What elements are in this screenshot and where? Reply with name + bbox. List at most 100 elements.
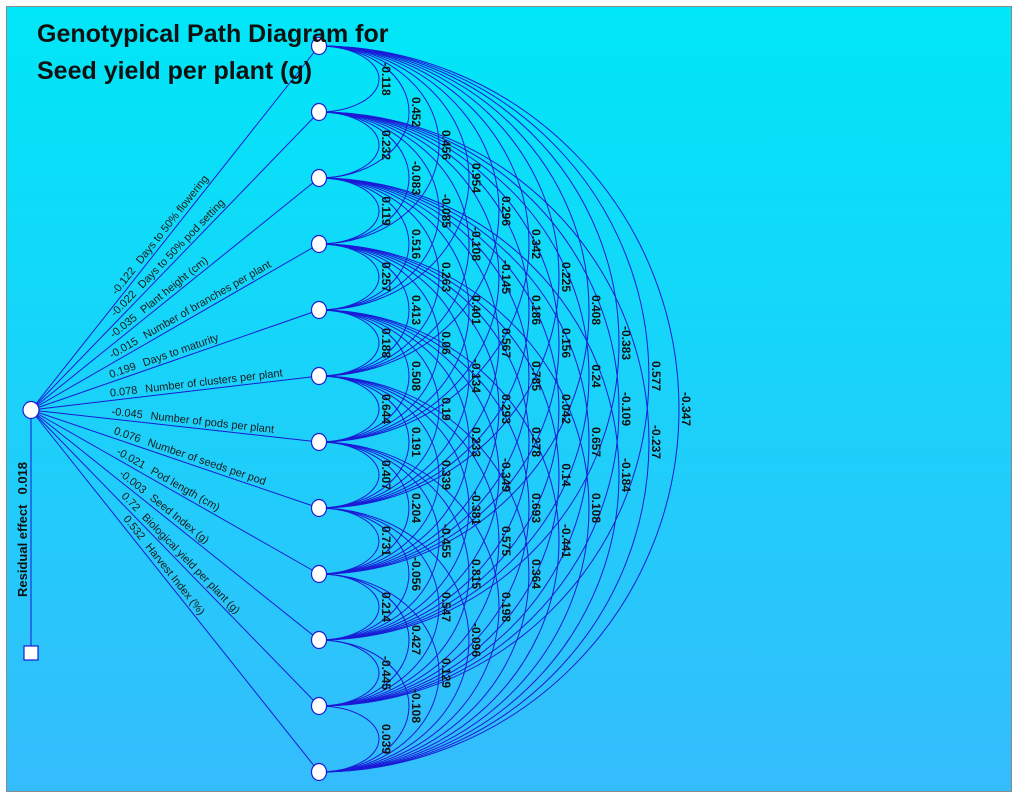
correlation-value: 0.364 <box>529 559 543 589</box>
correlation-value: -0.184 <box>619 458 633 492</box>
correlation-arc <box>318 177 530 575</box>
correlation-arc <box>318 45 530 443</box>
correlation-value: -0.441 <box>559 524 573 558</box>
correlation-arc <box>318 243 470 509</box>
correlation-arc <box>318 45 440 245</box>
direct-effect-value: 0.078 <box>109 384 138 399</box>
path-line <box>30 45 320 411</box>
correlation-arc <box>318 45 380 113</box>
correlation-arc <box>318 111 500 443</box>
correlation-arc <box>318 45 500 377</box>
path-line <box>30 375 320 411</box>
correlation-arc <box>318 309 530 707</box>
correlation-value: 0.644 <box>379 394 393 424</box>
correlation-arc <box>318 441 440 641</box>
correlation-value: 0.785 <box>529 361 543 391</box>
correlation-value: 0.408 <box>589 295 603 325</box>
correlation-value: 0.293 <box>499 394 513 424</box>
correlation-arc <box>318 309 440 509</box>
correlation-arc <box>318 573 440 773</box>
correlation-value: -0.118 <box>379 62 393 96</box>
correlation-value: 0.296 <box>499 196 513 226</box>
correlation-value: 0.567 <box>499 328 513 358</box>
correlation-arc <box>318 243 500 575</box>
correlation-value: 0.06 <box>439 331 453 355</box>
correlation-value: 0.232 <box>379 130 393 160</box>
variable-node <box>310 234 328 254</box>
path-line <box>30 409 320 641</box>
correlation-value: -0.455 <box>439 524 453 558</box>
correlation-value: -0.109 <box>619 392 633 426</box>
correlation-arc <box>318 111 650 773</box>
correlation-value: -0.145 <box>499 260 513 294</box>
correlation-arc <box>318 375 380 443</box>
correlation-arc <box>318 243 560 707</box>
correlation-value: 0.257 <box>379 262 393 292</box>
correlation-value: 0.339 <box>439 460 453 490</box>
correlation-arc <box>318 573 380 641</box>
path-line <box>30 309 320 411</box>
correlation-value: -0.445 <box>379 656 393 690</box>
correlation-value: -0.096 <box>469 623 483 657</box>
correlation-value: -0.383 <box>619 326 633 360</box>
correlation-arc <box>318 45 410 179</box>
correlation-value: 0.731 <box>379 526 393 556</box>
correlation-value: 0.19 <box>439 397 453 421</box>
correlation-arc <box>318 111 590 641</box>
correlation-arc <box>318 243 410 377</box>
correlation-arc <box>318 243 590 773</box>
path-line <box>30 409 320 707</box>
correlation-value: 0.198 <box>499 592 513 622</box>
correlation-value: 0.119 <box>379 196 393 226</box>
correlation-arc <box>318 639 410 773</box>
correlation-value: 0.214 <box>379 592 393 622</box>
variable-node <box>310 498 328 518</box>
correlation-arc <box>318 177 410 311</box>
residual-effect-text: Residual effect <box>15 504 30 597</box>
variable-node <box>310 366 328 386</box>
correlation-value: -0.056 <box>409 557 423 591</box>
correlation-value: -0.083 <box>409 161 423 195</box>
correlation-arc <box>318 45 620 641</box>
correlation-value: 0.954 <box>469 163 483 193</box>
correlation-value: 0.516 <box>409 229 423 259</box>
correlation-arc <box>318 111 440 311</box>
correlation-value: 0.24 <box>589 364 603 388</box>
correlation-value: 0.233 <box>469 427 483 457</box>
correlation-arc <box>318 45 590 575</box>
residual-effect-label: Residual effect 0.018 <box>15 462 30 597</box>
correlation-value: 0.278 <box>529 427 543 457</box>
correlation-arc <box>318 45 650 707</box>
correlation-value: 0.042 <box>559 394 573 424</box>
correlation-arc <box>318 177 590 707</box>
correlation-value: -0.134 <box>469 359 483 393</box>
variable-node <box>310 36 328 56</box>
variable-node <box>310 630 328 650</box>
variable-node <box>310 564 328 584</box>
correlation-arc <box>318 573 410 707</box>
correlation-arc <box>318 507 410 641</box>
correlation-arc <box>318 111 410 245</box>
correlation-value: 0.263 <box>439 262 453 292</box>
correlation-value: -0.237 <box>649 425 663 459</box>
residual-node <box>23 645 39 661</box>
correlation-value: 0.815 <box>469 559 483 589</box>
correlation-arc <box>318 507 470 773</box>
correlation-arc <box>318 45 560 509</box>
variable-node <box>310 696 328 716</box>
correlation-value: -0.108 <box>409 689 423 723</box>
correlation-value: 0.577 <box>649 361 663 391</box>
correlation-arc <box>318 243 440 443</box>
path-line <box>30 409 320 509</box>
correlation-value: 0.547 <box>439 592 453 622</box>
correlation-arc <box>318 639 380 707</box>
correlation-value: 0.456 <box>439 130 453 160</box>
correlation-value: 0.452 <box>409 97 423 127</box>
correlation-arc <box>318 441 500 773</box>
correlation-value: -0.347 <box>679 392 693 426</box>
correlation-arc <box>318 243 380 311</box>
path-line <box>30 243 320 411</box>
path-line <box>30 409 320 575</box>
path-line <box>30 111 320 411</box>
correlation-arc <box>318 705 380 773</box>
